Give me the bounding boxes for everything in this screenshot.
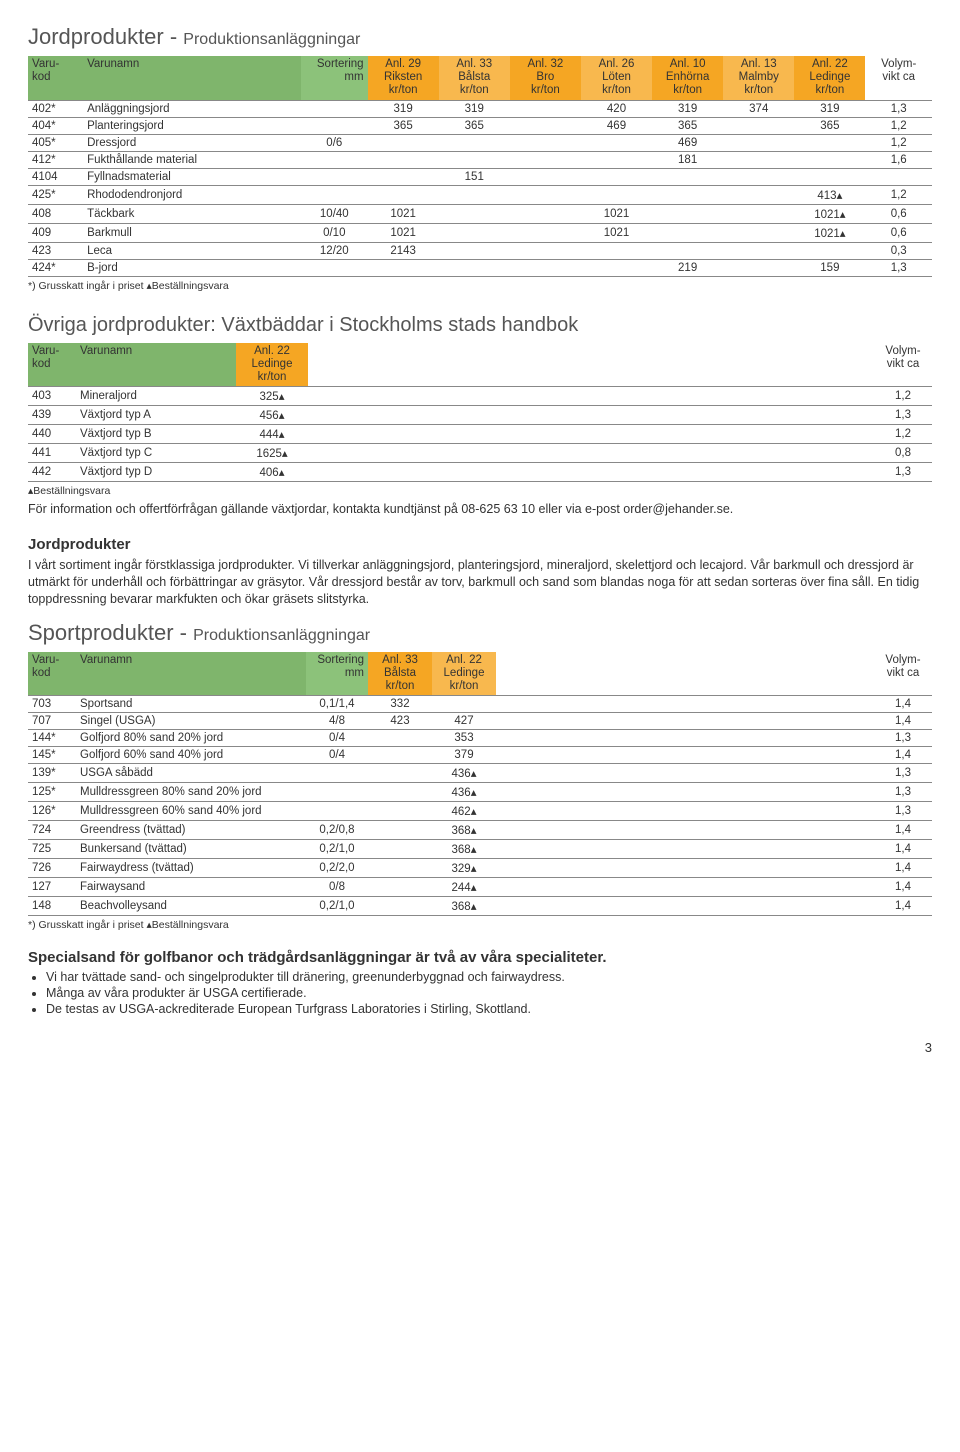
table-row: 126*Mulldressgreen 60% sand 40% jord462▴… [28,802,932,821]
table-row: 402*Anläggningsjord3193194203193743191,3 [28,100,932,117]
table-row: 404*Planteringsjord3653654693653651,2 [28,117,932,134]
jord-text: I vårt sortiment ingår förstklassiga jor… [28,557,932,608]
col-header: Volym-vikt ca [874,652,932,696]
col-header: Varunamn [83,56,301,100]
table-row: 439Växtjord typ A456▴1,3 [28,406,932,425]
special-bullets: Vi har tvättade sand- och singelprodukte… [28,970,932,1016]
t3-note: *) Grusskatt ingår i priset ▴Beställning… [28,919,932,931]
t3-title: Sportprodukter - Produktionsanläggningar [28,620,932,646]
table-row: 148Beachvolleysand0,2/1,0368▴1,4 [28,897,932,916]
table-row: 425*Rhododendronjord413▴1,2 [28,185,932,204]
col-header [308,343,874,387]
jord-title: Jordprodukter [28,536,932,553]
t2-title: Övriga jordprodukter: Växtbäddar i Stock… [28,314,932,337]
col-header: Anl. 33Bålstakr/ton [439,56,510,100]
t2: Varu-kodVarunamnAnl. 22Ledingekr/ton Voly… [28,343,932,483]
bullet-item: Vi har tvättade sand- och singelprodukte… [46,970,932,984]
table-row: 144*Golfjord 80% sand 20% jord0/43531,3 [28,730,932,747]
col-header: Sorteringmm [306,652,368,696]
table-row: 127Fairwaysand0/8244▴1,4 [28,878,932,897]
table-row: 423Leca12/2021430,3 [28,242,932,259]
page-number: 3 [28,1040,932,1055]
col-header: Anl. 10Enhörnakr/ton [652,56,723,100]
col-header: Volym-vikt ca [874,343,932,387]
col-header: Varu-kod [28,652,76,696]
col-header: Anl. 33Bålstakr/ton [368,652,432,696]
col-header: Anl. 13Malmbykr/ton [723,56,794,100]
bullet-item: Många av våra produkter är USGA certifie… [46,986,932,1000]
col-header: Anl. 32Brokr/ton [510,56,581,100]
t2-note2: För information och offertförfrågan gäll… [28,501,932,518]
t2-note1: ▴Beställningsvara [28,485,932,497]
col-header: Varu-kod [28,56,83,100]
table-row: 724Greendress (tvättad)0,2/0,8368▴1,4 [28,821,932,840]
col-header: Anl. 26Lötenkr/ton [581,56,652,100]
table-row: 4104Fyllnadsmaterial151 [28,168,932,185]
bullet-item: De testas av USGA-ackrediterade European… [46,1002,932,1016]
table-row: 412*Fukthållande material1811,6 [28,151,932,168]
table-row: 726Fairwaydress (tvättad)0,2/2,0329▴1,4 [28,859,932,878]
col-header: Anl. 22Ledingekr/ton [236,343,308,387]
table-row: 442Växtjord typ D406▴1,3 [28,463,932,482]
table-row: 725Bunkersand (tvättad)0,2/1,0368▴1,4 [28,840,932,859]
col-header [496,652,874,696]
table-row: 441Växtjord typ C1625▴0,8 [28,444,932,463]
col-header: Varu-kod [28,343,76,387]
col-header: Anl. 22Ledingekr/ton [794,56,865,100]
table-row: 440Växtjord typ B444▴1,2 [28,425,932,444]
table-row: 145*Golfjord 60% sand 40% jord0/43791,4 [28,747,932,764]
table-row: 707Singel (USGA)4/84234271,4 [28,713,932,730]
t3: Varu-kodVarunamnSorteringmmAnl. 33Bålsta… [28,652,932,917]
table-row: 403Mineraljord325▴1,2 [28,387,932,406]
col-header: Anl. 29Rikstenkr/ton [368,56,439,100]
t1-title: Jordprodukter - Produktionsanläggningar [28,24,932,50]
table-row: 125*Mulldressgreen 80% sand 20% jord436▴… [28,783,932,802]
table-row: 424*B-jord2191591,3 [28,259,932,276]
col-header: Volym-vikt ca [865,56,932,100]
col-header: Varunamn [76,652,306,696]
table-row: 405*Dressjord0/64691,2 [28,134,932,151]
t1: Varu-kodVarunamnSorteringmmAnl. 29Rikste… [28,56,932,277]
special-title: Specialsand för golfbanor och trädgårdsa… [28,949,932,966]
table-row: 408Täckbark10/40102110211021▴0,6 [28,204,932,223]
col-header: Varunamn [76,343,236,387]
col-header: Anl. 22Ledingekr/ton [432,652,496,696]
table-row: 409Barkmull0/10102110211021▴0,6 [28,223,932,242]
table-row: 139*USGA såbädd436▴1,3 [28,764,932,783]
table-row: 703Sportsand0,1/1,43321,4 [28,696,932,713]
t1-note: *) Grusskatt ingår i priset ▴Beställning… [28,280,932,292]
col-header: Sorteringmm [301,56,368,100]
